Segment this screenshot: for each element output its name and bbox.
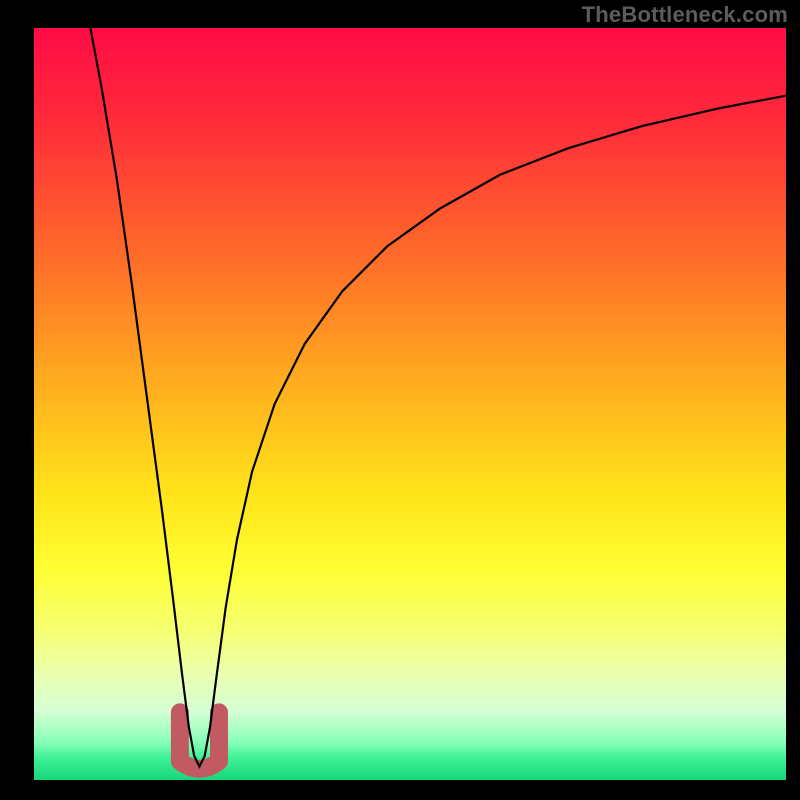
minimum-marker: [180, 712, 219, 768]
bottleneck-curve: [90, 28, 786, 766]
watermark-text: TheBottleneck.com: [582, 2, 788, 28]
curve-svg: [34, 28, 786, 780]
plot-area: [34, 28, 786, 780]
chart-root: TheBottleneck.com: [0, 0, 800, 800]
